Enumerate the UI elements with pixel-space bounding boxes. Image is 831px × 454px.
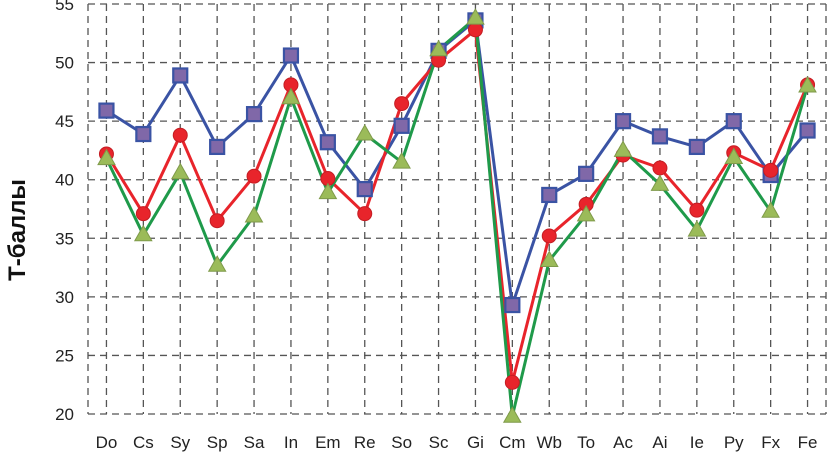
x-tick-label: In	[284, 433, 298, 452]
x-tick-label: Ie	[690, 433, 704, 452]
x-tick-label: Ai	[652, 433, 667, 452]
data-point-triangle	[133, 224, 153, 242]
data-point-circle	[467, 22, 483, 38]
data-point-triangle	[466, 8, 485, 25]
x-tick-label: Wb	[537, 433, 563, 452]
data-point-circle	[394, 96, 410, 112]
series-group	[97, 8, 817, 423]
y-tick-label: 30	[55, 288, 74, 307]
x-tick-label: Do	[96, 433, 118, 452]
series-red-circles	[105, 28, 809, 384]
x-tick-label: Cm	[499, 433, 525, 452]
data-point-square	[799, 122, 816, 139]
data-point-square	[135, 125, 152, 143]
data-point-square	[393, 117, 410, 134]
data-point-circle	[209, 213, 225, 229]
y-axis-tick-labels: 20 25 30 35 40 45 50 55	[55, 0, 74, 424]
y-tick-label: 35	[55, 229, 74, 248]
data-point-triangle	[798, 75, 817, 93]
data-point-circle	[172, 127, 188, 143]
data-point-square	[245, 106, 263, 123]
x-tick-label: Sc	[429, 433, 449, 452]
data-point-square	[209, 138, 226, 156]
data-point-triangle	[724, 147, 744, 164]
data-point-circle	[652, 160, 668, 176]
data-point-square	[98, 102, 115, 119]
series-red-circles-markers	[98, 22, 816, 390]
data-point-circle	[135, 206, 151, 222]
data-point-triangle	[576, 204, 596, 222]
series-blue-squares-markers	[98, 12, 816, 314]
data-point-triangle	[539, 250, 559, 267]
series-red-circles-line	[105, 28, 809, 384]
y-tick-label: 20	[55, 405, 74, 424]
data-point-square	[651, 128, 669, 145]
data-point-triangle	[429, 39, 448, 57]
data-point-triangle	[502, 406, 522, 423]
x-tick-label: So	[391, 433, 412, 452]
y-tick-label: 25	[55, 346, 74, 365]
x-tick-label: Sy	[170, 433, 190, 452]
x-tick-label: To	[577, 433, 595, 452]
data-point-circle	[763, 162, 779, 178]
data-point-square	[504, 296, 521, 314]
data-point-square	[541, 186, 558, 204]
data-point-triangle	[170, 162, 190, 180]
data-point-triangle	[244, 205, 264, 223]
y-axis-label: Т-баллы	[4, 179, 31, 281]
data-point-square	[578, 165, 595, 182]
y-tick-label: 50	[55, 54, 74, 73]
data-point-square	[172, 67, 189, 84]
data-point-triangle	[392, 152, 411, 169]
data-point-square	[688, 138, 705, 156]
data-point-triangle	[281, 87, 301, 105]
data-point-triangle	[687, 220, 707, 237]
series-green-triangles-markers	[97, 8, 817, 423]
x-axis-tick-labels: Do Cs Sy Sp Sa In Em Re So Sc Gi Cm Wb To Ac Ai Ie Py Fx Fe	[96, 433, 818, 452]
y-tick-label: 40	[55, 171, 74, 190]
x-tick-label: Fx	[761, 433, 780, 452]
data-point-square	[282, 47, 300, 64]
data-point-triangle	[613, 140, 633, 157]
data-point-square	[356, 180, 373, 198]
x-tick-label: Re	[354, 433, 376, 452]
x-tick-label: Fe	[798, 433, 818, 452]
grid-lines	[87, 3, 827, 415]
data-point-square	[725, 113, 742, 130]
x-tick-label: Em	[315, 433, 341, 452]
data-point-square	[614, 113, 632, 130]
data-point-triangle	[761, 201, 780, 218]
series-green-triangles-line	[105, 16, 809, 418]
y-tick-label: 45	[55, 112, 74, 131]
y-tick-label: 55	[55, 0, 74, 14]
data-point-square	[319, 134, 336, 151]
x-tick-label: Gi	[467, 433, 484, 452]
x-tick-label: Sa	[244, 433, 265, 452]
x-tick-label: Sp	[207, 433, 228, 452]
x-tick-label: Ac	[613, 433, 633, 452]
x-tick-label: Py	[724, 433, 744, 452]
data-point-circle	[541, 228, 557, 244]
data-point-triangle	[355, 123, 375, 141]
series-green-triangles	[105, 16, 809, 418]
data-point-triangle	[97, 148, 116, 166]
x-tick-label: Cs	[133, 433, 154, 452]
data-point-triangle	[207, 255, 227, 272]
data-point-circle	[246, 168, 262, 184]
data-point-circle	[689, 202, 705, 218]
data-point-triangle	[318, 182, 338, 200]
data-point-triangle	[650, 174, 670, 191]
data-point-circle	[504, 374, 520, 390]
data-point-circle	[357, 206, 373, 222]
